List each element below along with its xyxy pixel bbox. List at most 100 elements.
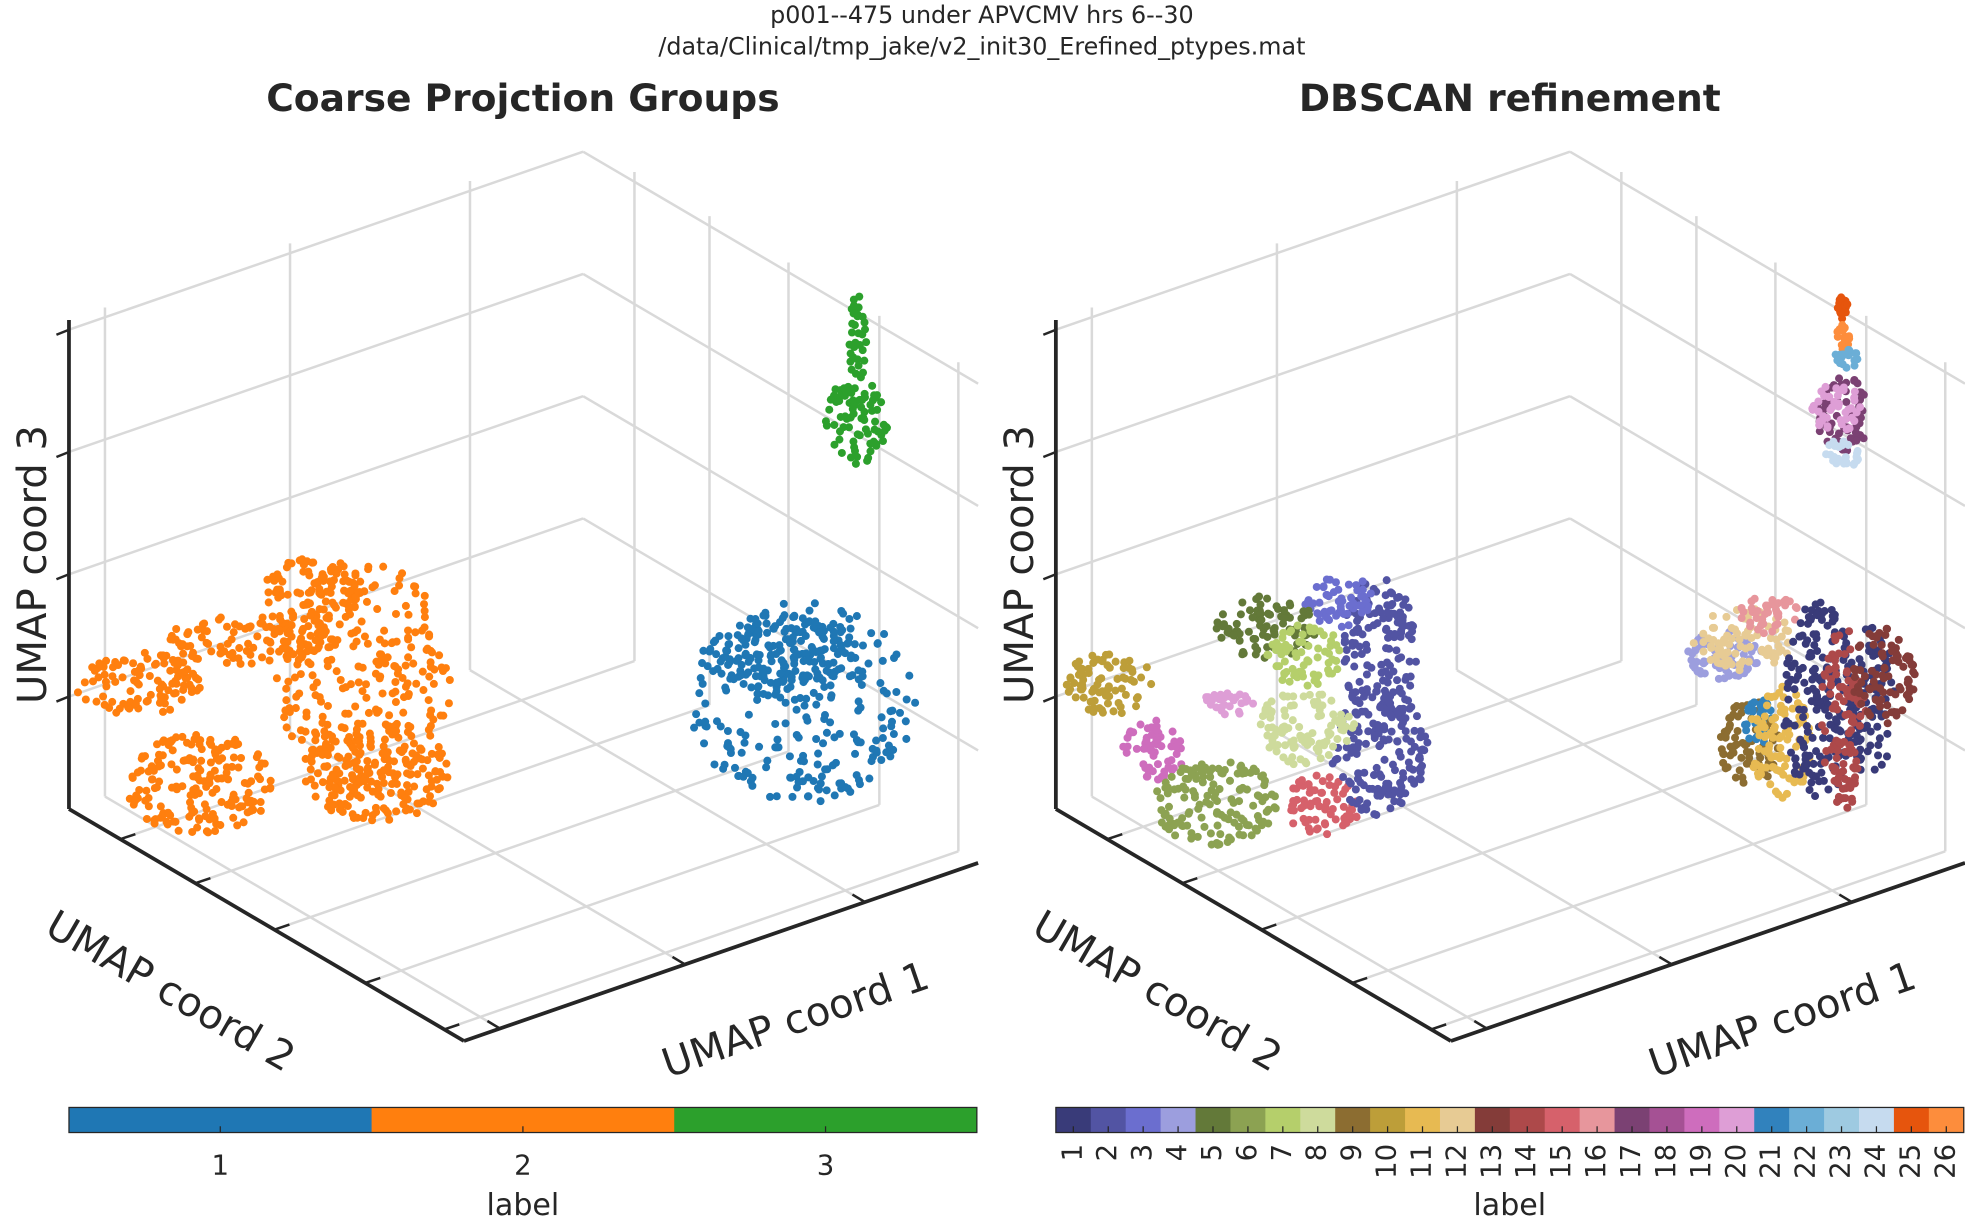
point <box>1747 604 1756 613</box>
point <box>252 753 261 762</box>
point <box>1235 830 1244 839</box>
point <box>888 706 897 715</box>
point <box>339 598 348 607</box>
point <box>1852 737 1861 746</box>
point <box>841 649 850 658</box>
point <box>803 655 812 664</box>
point <box>816 653 825 662</box>
point <box>755 650 764 659</box>
point <box>1764 608 1773 617</box>
point <box>310 781 319 790</box>
y-axis <box>68 807 465 1043</box>
point <box>1721 661 1730 670</box>
point <box>401 661 410 670</box>
point <box>1336 710 1346 719</box>
point <box>430 665 439 674</box>
point <box>828 671 837 680</box>
point <box>1317 711 1326 720</box>
point <box>695 689 704 698</box>
point <box>290 673 299 682</box>
point <box>1832 754 1841 763</box>
point <box>1410 726 1419 735</box>
point <box>1850 764 1859 773</box>
point <box>344 602 353 611</box>
point <box>159 707 168 716</box>
point <box>905 671 914 680</box>
point <box>838 626 847 635</box>
point <box>276 615 285 624</box>
point <box>1218 610 1227 619</box>
grid-line <box>582 272 979 507</box>
point <box>1342 645 1351 654</box>
point <box>1767 753 1776 762</box>
point <box>892 650 901 659</box>
point <box>857 403 866 412</box>
point <box>1301 600 1310 609</box>
point <box>1859 434 1868 443</box>
point <box>99 692 108 701</box>
point <box>292 692 301 701</box>
point <box>439 711 448 720</box>
point <box>330 791 339 800</box>
point <box>1851 428 1860 437</box>
point <box>826 395 835 404</box>
point <box>168 746 177 755</box>
point <box>820 711 829 720</box>
point <box>1215 840 1224 849</box>
point <box>172 733 181 742</box>
point <box>344 760 353 769</box>
point <box>1321 647 1330 656</box>
point <box>724 632 733 641</box>
point <box>1376 740 1385 749</box>
point <box>1268 723 1277 732</box>
point <box>348 743 357 752</box>
point <box>1187 834 1196 843</box>
point <box>363 783 372 792</box>
point <box>343 802 352 811</box>
point <box>194 814 203 823</box>
point <box>129 659 138 668</box>
point <box>1863 721 1872 730</box>
point <box>216 649 225 658</box>
point <box>1263 632 1272 641</box>
point <box>1375 723 1384 732</box>
point <box>889 730 898 739</box>
colorbar-tick-label: 8 <box>1300 1144 1333 1162</box>
point <box>1190 793 1199 802</box>
point <box>1388 599 1397 609</box>
point <box>211 827 220 836</box>
point <box>357 617 366 626</box>
point <box>1275 642 1284 651</box>
point <box>131 796 140 805</box>
point <box>115 704 124 713</box>
point <box>715 631 724 640</box>
point <box>1363 606 1372 615</box>
point <box>1762 701 1771 710</box>
point <box>1738 773 1747 782</box>
point <box>403 805 412 814</box>
point <box>1819 733 1828 742</box>
point <box>696 674 705 683</box>
point <box>1206 773 1215 782</box>
point <box>822 728 831 737</box>
point <box>1119 673 1128 682</box>
point <box>323 751 332 760</box>
grid-line <box>582 517 979 752</box>
point <box>323 662 332 671</box>
point <box>1315 616 1324 625</box>
point <box>240 778 249 787</box>
point <box>420 606 429 615</box>
point <box>835 729 844 738</box>
point <box>1759 629 1768 638</box>
point <box>1373 791 1382 800</box>
point <box>1848 797 1857 806</box>
tick <box>55 695 70 703</box>
point <box>1412 712 1421 721</box>
point <box>222 658 231 667</box>
point <box>867 629 876 638</box>
tick <box>1042 328 1057 336</box>
point <box>744 710 753 719</box>
point <box>394 733 403 742</box>
point <box>1226 692 1235 701</box>
point <box>887 717 896 726</box>
